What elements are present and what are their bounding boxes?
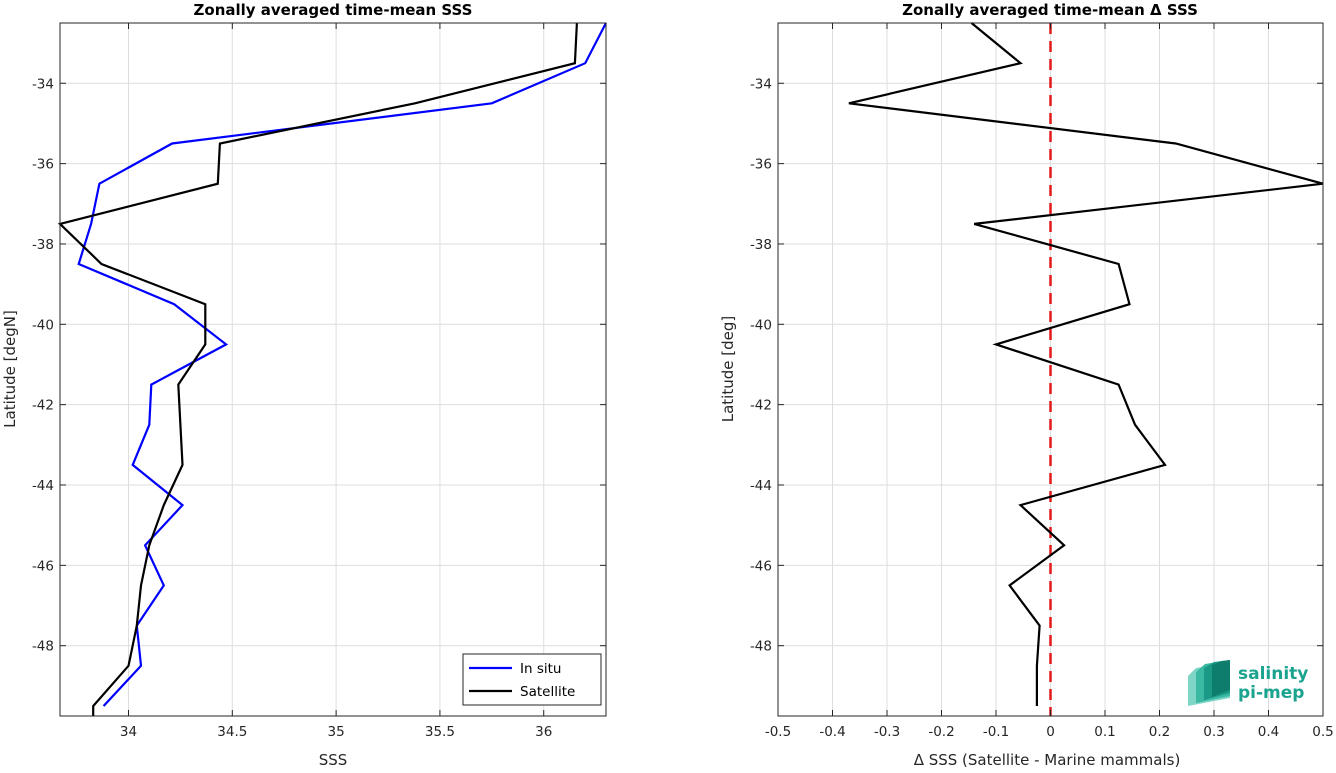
- sss-plot-area: [60, 23, 606, 716]
- delta-series: [848, 22, 1324, 706]
- y-tick-label: -38: [32, 237, 54, 253]
- sss-title: Zonally averaged time-mean SSS: [194, 1, 473, 19]
- x-tick-label: 0.3: [1203, 724, 1224, 740]
- x-tick-label: -0.5: [765, 724, 791, 740]
- x-tick-label: 34.5: [217, 724, 247, 740]
- logo-emblem: [1188, 660, 1230, 706]
- sss-ticks: 34 34.5 35 35.5 36 -48 -46 -44 -42 -40 -38 -36 -34: [32, 23, 606, 740]
- x-tick-label: -0.3: [874, 724, 900, 740]
- x-tick-label: 0.1: [1094, 724, 1115, 740]
- series-line-delta-sss: [848, 22, 1324, 706]
- x-tick-label: 35: [328, 724, 345, 740]
- y-tick-label: -38: [750, 237, 772, 253]
- y-tick-label: -34: [750, 76, 772, 92]
- x-tick-label: 0.4: [1258, 724, 1279, 740]
- x-tick-label: 36: [535, 724, 552, 740]
- legend-box: [462, 653, 602, 706]
- sss-axes-box: [59, 22, 607, 717]
- x-tick-label: 0.2: [1149, 724, 1170, 740]
- sss-y-axis-label: Latitude [degN]: [1, 310, 19, 428]
- y-tick-label: -34: [32, 76, 54, 92]
- y-tick-label: -36: [750, 157, 772, 173]
- legend-label-in-situ: In situ: [520, 661, 561, 677]
- x-tick-label: 0: [1046, 724, 1055, 740]
- y-tick-label: -36: [32, 157, 54, 173]
- x-tick-label: -0.1: [983, 724, 1009, 740]
- delta-title: Zonally averaged time-mean Δ SSS: [902, 1, 1198, 19]
- sss-x-axis-label: SSS: [319, 751, 348, 769]
- y-tick-label: -46: [750, 558, 772, 574]
- delta-ticks: -0.5 -0.4 -0.3 -0.2 -0.1 0 0.1 0.2 0.3 0.4 0.5 -48 -…: [750, 23, 1334, 740]
- logo-line2: pi-mep: [1238, 683, 1304, 703]
- y-tick-label: -42: [750, 398, 772, 414]
- sss-panel: 34 34.5 35 35.5 36 -48 -46 -44 -42 -40 -38 -36 -34 Z…: [1, 1, 607, 769]
- y-tick-label: -46: [32, 558, 54, 574]
- delta-sss-panel: -0.5 -0.4 -0.3 -0.2 -0.1 0 0.1 0.2 0.3 0.4 0.5 -48 -…: [719, 1, 1334, 769]
- delta-x-axis-label: Δ SSS (Satellite - Marine mammals): [914, 751, 1181, 769]
- sss-series: [57, 22, 607, 716]
- y-tick-label: -40: [32, 317, 54, 333]
- sss-legend: In situ Satellite: [462, 653, 602, 706]
- legend-label-satellite: Satellite: [520, 684, 575, 700]
- series-line-in-situ: [77, 22, 607, 707]
- y-tick-label: -40: [750, 317, 772, 333]
- y-tick-label: -44: [32, 478, 54, 494]
- x-tick-label: -0.2: [928, 724, 954, 740]
- x-tick-label: -0.4: [819, 724, 845, 740]
- x-tick-label: 0.5: [1312, 724, 1333, 740]
- series-line-satellite: [57, 22, 578, 716]
- y-tick-label: -42: [32, 398, 54, 414]
- logo-line1: salinity: [1238, 664, 1308, 684]
- sss-grid: [60, 23, 606, 716]
- salinity-pi-mep-logo: salinity pi-mep: [1188, 660, 1308, 706]
- y-tick-label: -44: [750, 478, 772, 494]
- x-tick-label: 35.5: [425, 724, 455, 740]
- x-tick-label: 34: [120, 724, 137, 740]
- delta-y-axis-label: Latitude [deg]: [719, 316, 737, 422]
- y-tick-label: -48: [750, 639, 772, 655]
- y-tick-label: -48: [32, 639, 54, 655]
